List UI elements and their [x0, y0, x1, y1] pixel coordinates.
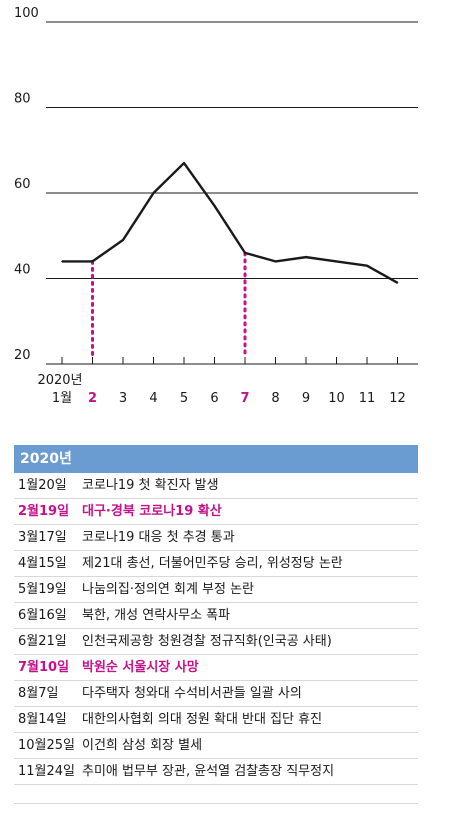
- data-point-1월: [61, 260, 63, 263]
- x-axis: [46, 357, 418, 365]
- data-point-11: [366, 264, 368, 267]
- x-tick-12: 12: [389, 391, 406, 406]
- x-tick-6: 6: [210, 391, 218, 406]
- timeline-date: 11월24일: [18, 764, 76, 779]
- y-tick-100: 100: [14, 6, 39, 21]
- timeline-row: 2월19일 대구·경북 코로나19 확산: [14, 499, 418, 525]
- x-tick-7: 7: [240, 391, 249, 406]
- data-point-2: [91, 260, 94, 263]
- data-point-4: [152, 192, 155, 194]
- line-chart: 20 40 60 80 100 2020년 1월 2 3 4 5 6 7 8 9 10 11 12: [14, 6, 418, 406]
- timeline-date: 2월19일: [18, 504, 70, 519]
- highlight-guides: [91, 251, 247, 358]
- timeline-event: 나눔의집·정의연 회계 부정 논란: [82, 582, 255, 597]
- series-line: [61, 161, 399, 284]
- timeline-table: 2020년 1월20일 코로나19 첫 확진자 발생 2월19일 대구·경북 코로나1…: [14, 445, 418, 804]
- timeline-rows: 1월20일 코로나19 첫 확진자 발생 2월19일 대구·경북 코로나19 확산 3월…: [14, 473, 418, 785]
- timeline-row: 8월7일 다주택자 청와대 수석비서관들 일괄 사의: [14, 681, 418, 707]
- timeline-event: 이건희 삼성 회장 별세: [82, 738, 203, 753]
- series-polyline: [62, 161, 399, 284]
- x-tick-5: 5: [180, 391, 188, 406]
- y-tick-labels: 20 40 60 80 100: [14, 6, 39, 363]
- timeline-date: 6월21일: [18, 634, 67, 649]
- timeline-row: 11월24일 추미애 법무부 장관, 윤석열 검찰총장 직무정지: [14, 759, 418, 785]
- y-tick-60: 60: [14, 177, 31, 192]
- data-point-8: [274, 260, 277, 263]
- timeline-date: 3월17일: [18, 530, 67, 545]
- timeline-event: 다주택자 청와대 수석비서관들 일괄 사의: [82, 686, 302, 701]
- timeline-date: 7월10일: [18, 660, 70, 675]
- x-tick-3: 3: [119, 391, 127, 406]
- timeline-event: 코로나19 첫 확진자 발생: [82, 478, 219, 493]
- timeline-event: 대구·경북 코로나19 확산: [82, 504, 222, 519]
- timeline-row: 5월19일 나눔의집·정의연 회계 부정 논란: [14, 577, 418, 603]
- timeline-date: 8월14일: [18, 712, 67, 727]
- timeline-date: 1월20일: [18, 478, 67, 493]
- data-point-6: [213, 205, 216, 207]
- x-tick-2: 2: [88, 391, 97, 406]
- timeline-row: 6월16일 북한, 개성 연락사무소 폭파: [14, 603, 418, 629]
- timeline-row: 6월21일 인천국제공항 청원경찰 정규직화(인국공 사태): [14, 629, 418, 655]
- timeline-event: 대한의사협회 의대 정원 확대 반대 집단 휴진: [82, 712, 323, 727]
- grid-lines: [46, 21, 418, 279]
- x-tick-11: 11: [359, 391, 376, 406]
- data-point-7: [244, 252, 246, 254]
- timeline-date: 10월25일: [18, 738, 76, 753]
- timeline-date: 6월16일: [18, 608, 67, 623]
- timeline-row: 3월17일 코로나19 대응 첫 추경 통과: [14, 525, 418, 551]
- timeline-row: 10월25일 이건희 삼성 회장 별세: [14, 733, 418, 759]
- x-tick-8: 8: [271, 391, 279, 406]
- x-tick-4: 4: [149, 391, 157, 406]
- timeline-row: 7월10일 박원순 서울시장 사망: [14, 655, 418, 681]
- timeline-event: 인천국제공항 청원경찰 정규직화(인국공 사태): [82, 634, 332, 649]
- timeline-date: 5월19일: [18, 582, 67, 597]
- y-tick-40: 40: [14, 263, 31, 278]
- timeline-event: 코로나19 대응 첫 추경 통과: [82, 530, 235, 545]
- timeline-header-label: 2020년: [20, 451, 72, 467]
- y-tick-80: 80: [14, 92, 31, 107]
- timeline-row: 8월14일 대한의사협회 의대 정원 확대 반대 집단 휴진: [14, 707, 418, 733]
- x-tick-9: 9: [302, 391, 310, 406]
- data-point-5: [183, 162, 185, 164]
- data-point-10: [335, 260, 338, 263]
- timeline-row: 4월15일 제21대 총선, 더불어민주당 승리, 위성정당 논란: [14, 551, 418, 577]
- timeline-event: 북한, 개성 연락사무소 폭파: [82, 608, 231, 623]
- timeline-event: 박원순 서울시장 사망: [82, 660, 199, 675]
- data-point-12: [396, 281, 399, 284]
- timeline-row: 1월20일 코로나19 첫 확진자 발생: [14, 473, 418, 499]
- timeline-header: 2020년: [14, 445, 418, 473]
- timeline-date: 4월15일: [18, 556, 67, 571]
- table-bottom-rule: [14, 785, 418, 804]
- timeline-event: 제21대 총선, 더불어민주당 승리, 위성정당 논란: [82, 556, 343, 571]
- x-tick-labels: 2020년 1월 2 3 4 5 6 7 8 9 10 11 12: [37, 373, 405, 406]
- y-tick-20: 20: [14, 348, 31, 363]
- x-tick-10: 10: [328, 391, 345, 406]
- data-point-3: [122, 239, 124, 241]
- timeline-event: 추미애 법무부 장관, 윤석열 검찰총장 직무정지: [82, 764, 335, 779]
- timeline-date: 8월7일: [18, 686, 59, 701]
- data-point-9: [305, 256, 307, 258]
- x-tick-1월: 1월: [52, 391, 72, 406]
- x-year-label: 2020년: [37, 373, 82, 388]
